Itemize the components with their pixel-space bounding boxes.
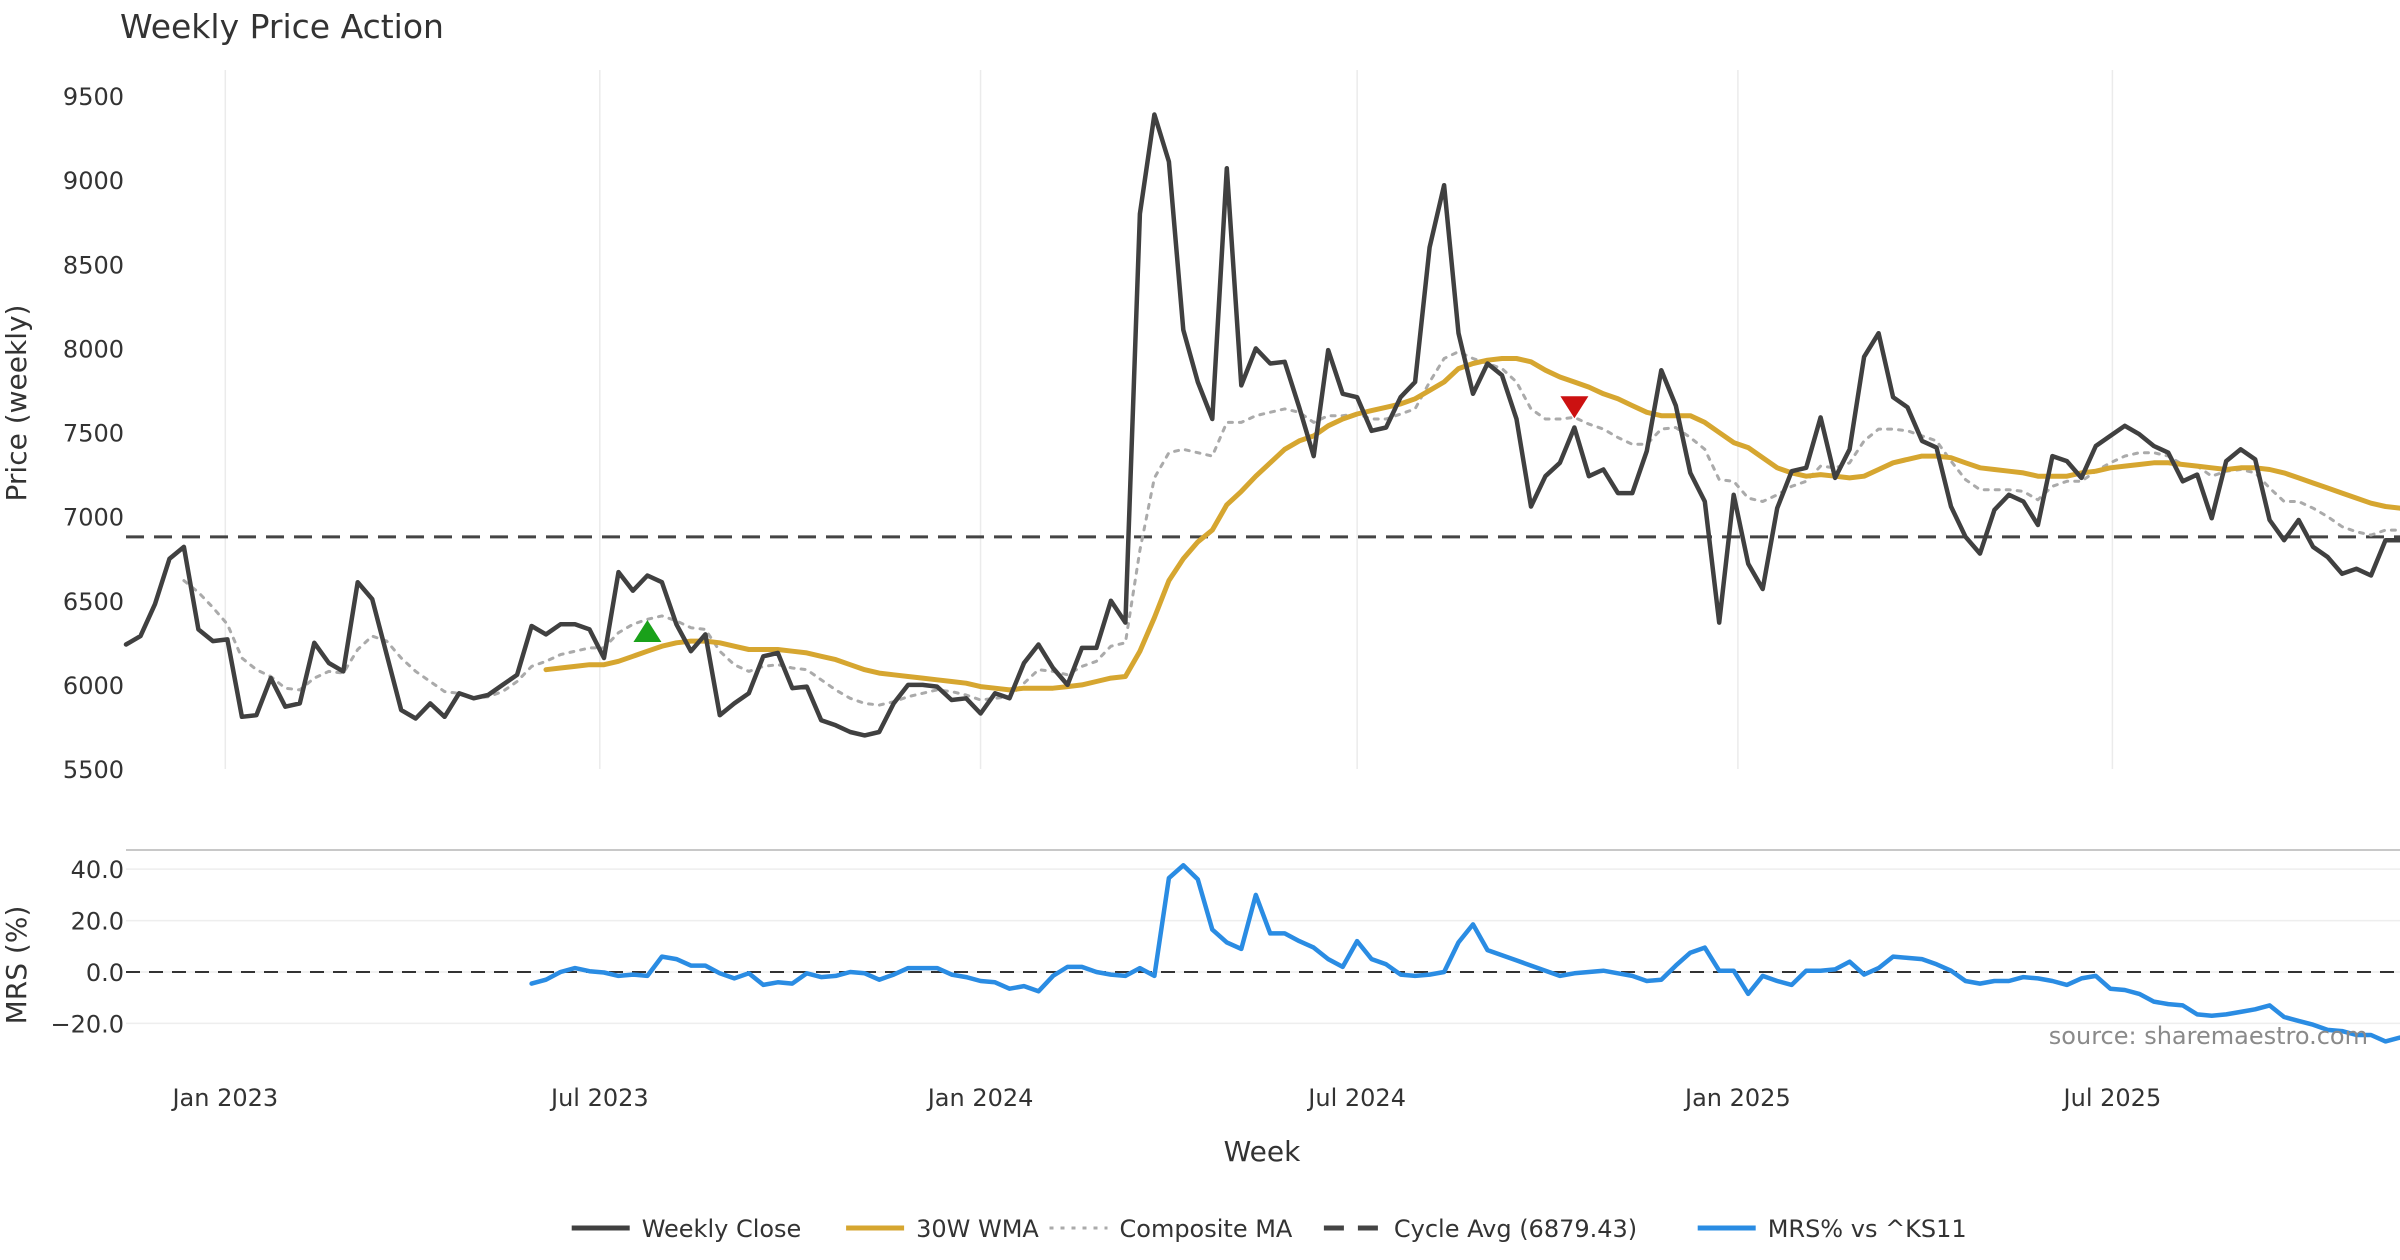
sell-signal-marker xyxy=(1560,396,1589,419)
legend-item: Cycle Avg (6879.43) xyxy=(1323,1215,1637,1243)
price-y-tick-label: 7500 xyxy=(63,420,124,448)
price-y-tick-label: 9000 xyxy=(63,167,124,195)
price-gridlines xyxy=(224,70,2114,769)
price-y-ticks: 5500 6000 6500 7000 7500 8000 8500 9000 9500 xyxy=(63,83,124,784)
price-y-tick-label: 5500 xyxy=(63,756,124,784)
buy-signal-marker xyxy=(633,620,662,643)
price-y-axis-label: Price (weekly) xyxy=(0,305,33,502)
x-tick-label: Jul 2025 xyxy=(2062,1084,2162,1112)
price-y-tick-label: 6000 xyxy=(63,672,124,700)
legend-label: MRS% vs ^KS11 xyxy=(1768,1215,1967,1243)
legend-item: MRS% vs ^KS11 xyxy=(1697,1215,1967,1243)
legend-label: Weekly Close xyxy=(642,1215,802,1243)
series-mrs xyxy=(529,863,2400,1044)
series-weekly-close xyxy=(123,112,2400,738)
price-y-tick-label: 9500 xyxy=(63,83,124,111)
mrs-y-axis-label: MRS (%) xyxy=(0,906,33,1025)
mrs-y-tick-label: 20.0 xyxy=(71,908,124,936)
mrs-y-tick-label: 40.0 xyxy=(71,856,124,884)
chart-title: Weekly Price Action xyxy=(120,7,444,46)
legend-item: Composite MA xyxy=(1049,1215,1293,1243)
legend-label: 30W WMA xyxy=(916,1215,1039,1243)
x-tick-label: Jul 2024 xyxy=(1306,1084,1406,1112)
legend: Weekly Close 30W WMA Composite MA Cycle Avg… xyxy=(571,1215,1967,1243)
mrs-y-ticks: 40.0 20.0 0.0 −20.0 xyxy=(50,856,124,1038)
x-tick-label: Jan 2024 xyxy=(926,1084,1034,1112)
mrs-series-group xyxy=(529,863,2400,1044)
mrs-y-tick-label: −20.0 xyxy=(50,1010,124,1038)
legend-label: Composite MA xyxy=(1120,1215,1293,1243)
legend-item: Weekly Close xyxy=(571,1215,802,1243)
mrs-gridlines xyxy=(126,868,2400,1025)
price-series-group xyxy=(123,112,2400,738)
x-axis-ticks: Jan 2023 Jul 2023 Jan 2024 Jul 2024 Jan 2025… xyxy=(170,1084,2161,1112)
series-30w-wma xyxy=(543,356,2400,693)
legend-item: 30W WMA xyxy=(846,1215,1039,1243)
x-axis-label: Week xyxy=(1224,1135,1301,1168)
price-y-tick-label: 7000 xyxy=(63,504,124,532)
mrs-y-tick-label: 0.0 xyxy=(86,959,124,987)
price-y-tick-label: 6500 xyxy=(63,588,124,616)
series-composite-ma xyxy=(182,350,2400,707)
x-tick-label: Jan 2025 xyxy=(1683,1084,1791,1112)
source-attribution: source: sharemaestro.com xyxy=(2049,1022,2368,1050)
price-y-tick-label: 8000 xyxy=(63,335,124,363)
x-tick-label: Jul 2023 xyxy=(549,1084,649,1112)
signal-markers xyxy=(633,396,1589,643)
x-tick-label: Jan 2023 xyxy=(170,1084,278,1112)
legend-label: Cycle Avg (6879.43) xyxy=(1394,1215,1637,1243)
price-y-tick-label: 8500 xyxy=(63,251,124,279)
